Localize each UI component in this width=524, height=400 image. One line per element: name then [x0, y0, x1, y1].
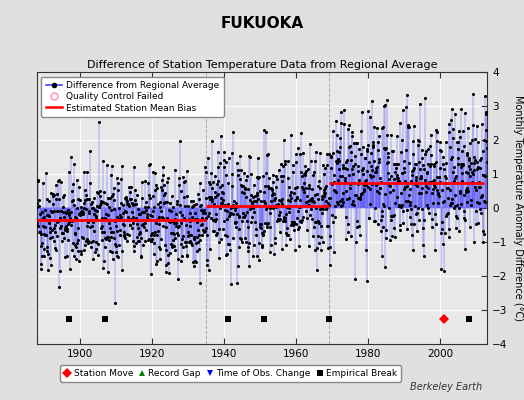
- Title: Difference of Station Temperature Data from Regional Average: Difference of Station Temperature Data f…: [87, 60, 437, 70]
- Y-axis label: Monthly Temperature Anomaly Difference (°C): Monthly Temperature Anomaly Difference (…: [513, 95, 523, 321]
- Text: FUKUOKA: FUKUOKA: [221, 16, 303, 31]
- Legend: Station Move, Record Gap, Time of Obs. Change, Empirical Break: Station Move, Record Gap, Time of Obs. C…: [60, 366, 401, 382]
- Text: Berkeley Earth: Berkeley Earth: [410, 382, 482, 392]
